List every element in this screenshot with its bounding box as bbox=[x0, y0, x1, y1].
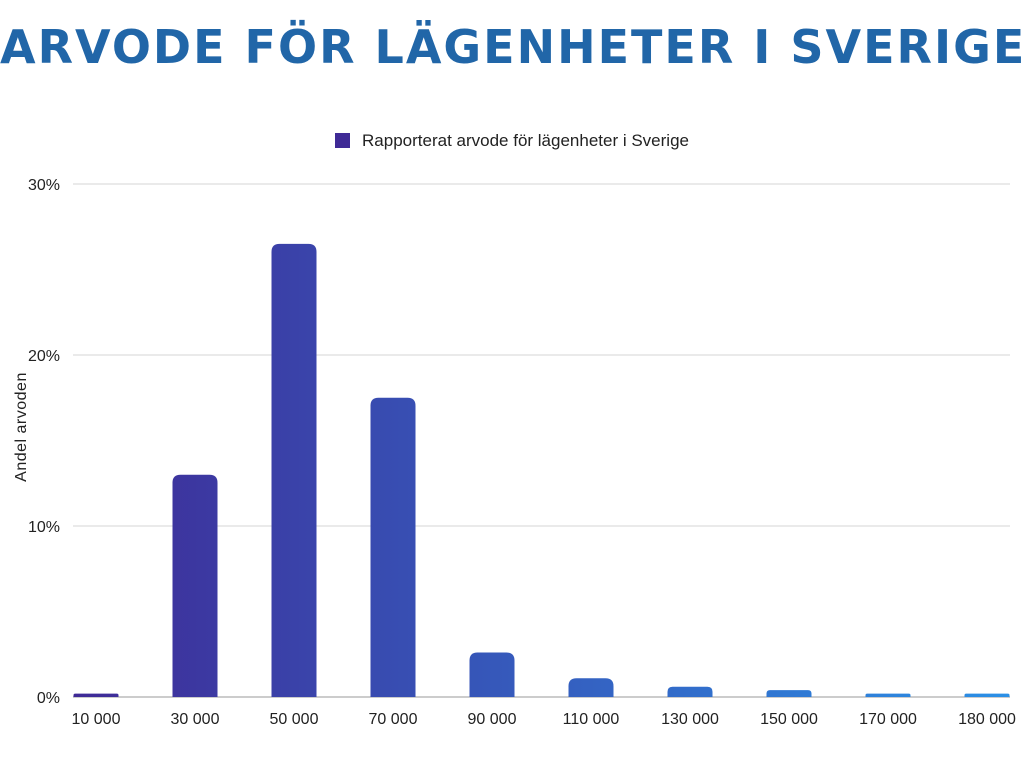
bar bbox=[964, 693, 1010, 697]
x-tick-label: 30 000 bbox=[171, 711, 220, 728]
y-tick-label: 20% bbox=[28, 348, 60, 365]
x-tick-label: 150 000 bbox=[760, 711, 818, 728]
grid-layer bbox=[73, 183, 1010, 698]
x-tick-label: 180 000 bbox=[958, 711, 1016, 728]
legend: Rapporterat arvode för lägenheter i Sver… bbox=[0, 131, 1024, 151]
x-tick-label: 90 000 bbox=[468, 711, 517, 728]
x-tick-label: 70 000 bbox=[369, 711, 418, 728]
bar bbox=[73, 693, 119, 697]
bar bbox=[271, 243, 317, 697]
y-tick-label: 10% bbox=[28, 519, 60, 536]
bar bbox=[865, 693, 911, 697]
x-tick-label: 110 000 bbox=[563, 711, 620, 728]
y-tick-labels: 0% 10% 20% 30% bbox=[28, 177, 60, 707]
bar bbox=[469, 652, 515, 697]
chart-title: ARVODE FÖR LÄGENHETER I SVERIGE bbox=[0, 20, 1024, 74]
bar bbox=[568, 678, 614, 697]
x-tick-label: 10 000 bbox=[72, 711, 121, 728]
bar bbox=[667, 686, 713, 697]
x-tick-label: 130 000 bbox=[661, 711, 719, 728]
legend-label: Rapporterat arvode för lägenheter i Sver… bbox=[362, 131, 689, 150]
bar-layer bbox=[73, 243, 1010, 697]
y-tick-label: 0% bbox=[37, 690, 60, 707]
x-tick-label: 50 000 bbox=[270, 711, 319, 728]
legend-swatch bbox=[335, 133, 351, 148]
x-tick-labels: 10 000 30 000 50 000 70 000 90 000 110 000 130… bbox=[72, 711, 1016, 728]
bar bbox=[172, 474, 218, 697]
bar bbox=[766, 690, 812, 697]
bar bbox=[370, 397, 416, 697]
x-tick-label: 170 000 bbox=[859, 711, 917, 728]
y-tick-label: 30% bbox=[28, 177, 60, 194]
